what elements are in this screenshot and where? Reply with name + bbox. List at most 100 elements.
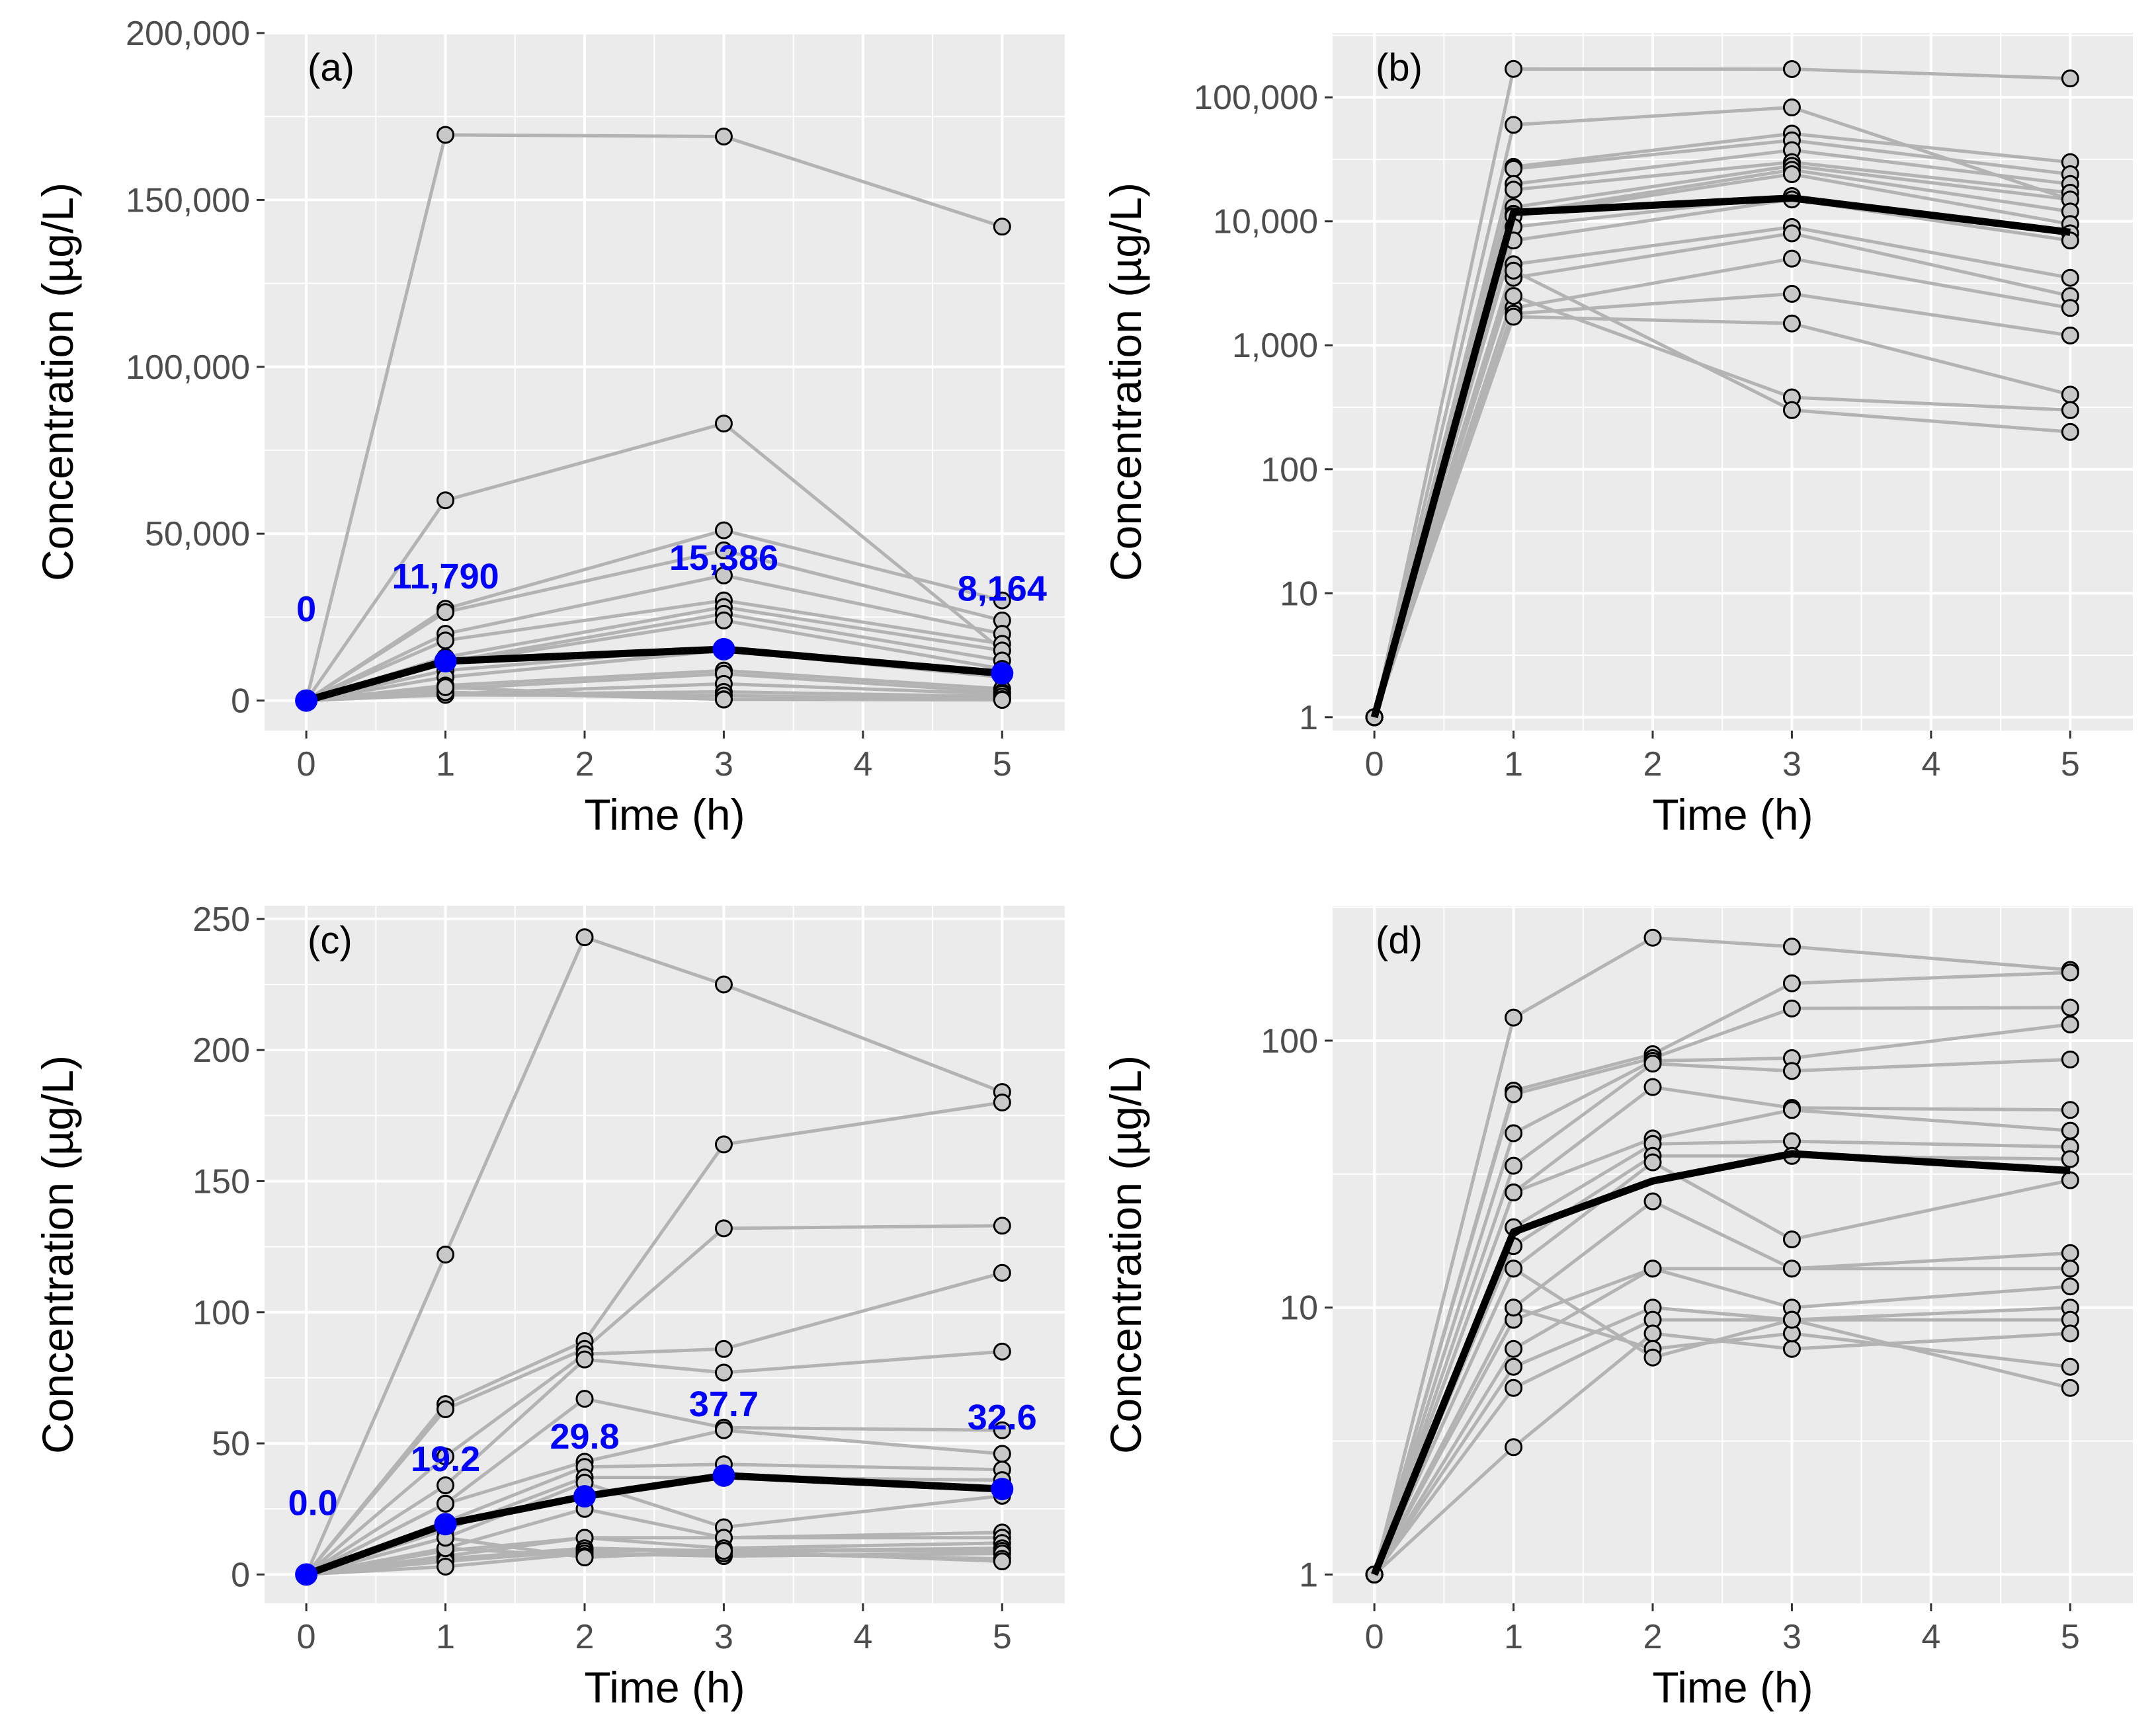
x-tick-label: 3 (1782, 1618, 1802, 1656)
mean-value-label: 29.8 (550, 1417, 619, 1457)
subject-point (1782, 1310, 1801, 1329)
y-tick-label: 0 (231, 682, 250, 721)
subject-point (714, 1135, 733, 1154)
subject-point (575, 1350, 594, 1369)
y-axis-title: Concentration (µg/L) (33, 1055, 82, 1454)
panel-tag: (b) (1376, 46, 1423, 89)
y-tick-label: 100 (192, 1294, 250, 1332)
subject-point (2061, 1277, 2079, 1296)
subject-point (714, 611, 733, 629)
subject-point (993, 1263, 1011, 1282)
y-tick-label: 100 (1261, 451, 1318, 489)
x-axis-title: Time (h) (1652, 790, 1813, 839)
mean-series: 0 11,790 15,386 8,164 (295, 538, 1047, 712)
y-tick-label: 150,000 (126, 181, 250, 220)
mean-value-label: 19.2 (411, 1439, 480, 1479)
x-tick-label: 3 (1782, 745, 1802, 783)
y-tick-label: 50 (212, 1425, 250, 1463)
mean-point (573, 1485, 596, 1508)
subject-point (1643, 1260, 1662, 1278)
panel-a: 0 1 2 3 4 5 0 50,000 100,000 150,000 200,000 Time (… (33, 15, 1065, 839)
x-tick-label: 2 (575, 745, 595, 783)
x-tick-label: 3 (714, 745, 733, 783)
y-tick-label: 100,000 (1194, 79, 1318, 117)
mean-series (1371, 1150, 2071, 1576)
subject-line-s6 (306, 598, 1003, 702)
x-tick-label: 1 (436, 1618, 455, 1656)
subject-point (1782, 249, 1801, 268)
subject-point (575, 1548, 594, 1567)
y-tick-label: 100,000 (126, 348, 250, 387)
mean-point (712, 637, 735, 661)
subject-point (1505, 1008, 1523, 1027)
subject-point (993, 1093, 1011, 1111)
subject-point (714, 690, 733, 709)
x-tick-label: 5 (2061, 745, 2080, 783)
subject-point (1505, 1260, 1523, 1278)
axes: 0 1 2 3 4 5 0 50,000 100,000 150,000 200,000 Time (… (33, 15, 1012, 839)
x-tick-label: 3 (714, 1618, 733, 1656)
mean-value-label: 0.0 (288, 1483, 338, 1523)
mean-value-label: 37.7 (689, 1384, 759, 1424)
mean-point (434, 650, 457, 673)
subject-point (1505, 1156, 1523, 1175)
subject-point (436, 1400, 455, 1419)
mean-value-label: 11,790 (392, 557, 499, 596)
y-tick-label: 200 (192, 1031, 250, 1070)
subject-point (436, 603, 455, 621)
subject-point (2061, 963, 2079, 982)
subject-point (2061, 1357, 2079, 1376)
subject-point (2061, 1244, 2079, 1262)
subject-point (993, 1552, 1011, 1571)
subject-point (436, 678, 455, 696)
subject-point (1505, 287, 1523, 305)
subject-point (993, 1445, 1011, 1463)
subject-series (1365, 928, 2079, 1583)
subject-point (436, 631, 455, 650)
subject-point (1505, 116, 1523, 134)
x-tick-label: 5 (993, 745, 1012, 783)
subject-point (436, 1476, 455, 1495)
subject-point (1782, 401, 1801, 419)
subject-point (1505, 60, 1523, 78)
subject-point (714, 1340, 733, 1358)
mean-value-label: 32.6 (968, 1398, 1037, 1437)
subject-point (993, 1342, 1011, 1361)
subject-point (1505, 1340, 1523, 1358)
subject-point (2061, 1150, 2079, 1168)
subject-point (1643, 1324, 1662, 1343)
panel-background (265, 33, 1065, 731)
subject-point (436, 126, 455, 144)
subject-point (1782, 999, 1801, 1018)
y-tick-label: 10 (1280, 575, 1318, 613)
x-tick-label: 0 (297, 1618, 316, 1656)
subject-point (993, 691, 1011, 709)
subject-point (2061, 1171, 2079, 1189)
subject-point (436, 1494, 455, 1513)
subject-point (2061, 1324, 2079, 1343)
subject-point (714, 541, 733, 559)
subject-point (2061, 1015, 2079, 1033)
x-tick-label: 0 (1365, 1618, 1384, 1656)
mean-line (305, 645, 1003, 704)
x-tick-label: 5 (2061, 1618, 2080, 1656)
mean-value-label: 0 (296, 590, 316, 629)
subject-point (2061, 1260, 2079, 1278)
subject-point (1643, 1192, 1662, 1211)
x-tick-label: 2 (1643, 745, 1663, 783)
subject-line-s5 (306, 573, 1003, 702)
subject-line-s17 (1372, 294, 2071, 718)
x-tick-label: 4 (853, 745, 872, 783)
x-axis-title: Time (h) (584, 1663, 745, 1712)
subject-point (1505, 1124, 1523, 1142)
y-tick-label: 10 (1280, 1289, 1318, 1328)
subject-point (2061, 69, 2079, 88)
subject-point (1643, 1348, 1662, 1367)
subject-point (1643, 1078, 1662, 1096)
subject-point (1782, 314, 1801, 333)
subject-point (1782, 1062, 1801, 1080)
mean-value-label: 15,386 (669, 538, 778, 578)
panel-d: 0 1 2 3 4 5 1 10 100 Time (h) Concentration (µg/L)… (1101, 906, 2133, 1712)
